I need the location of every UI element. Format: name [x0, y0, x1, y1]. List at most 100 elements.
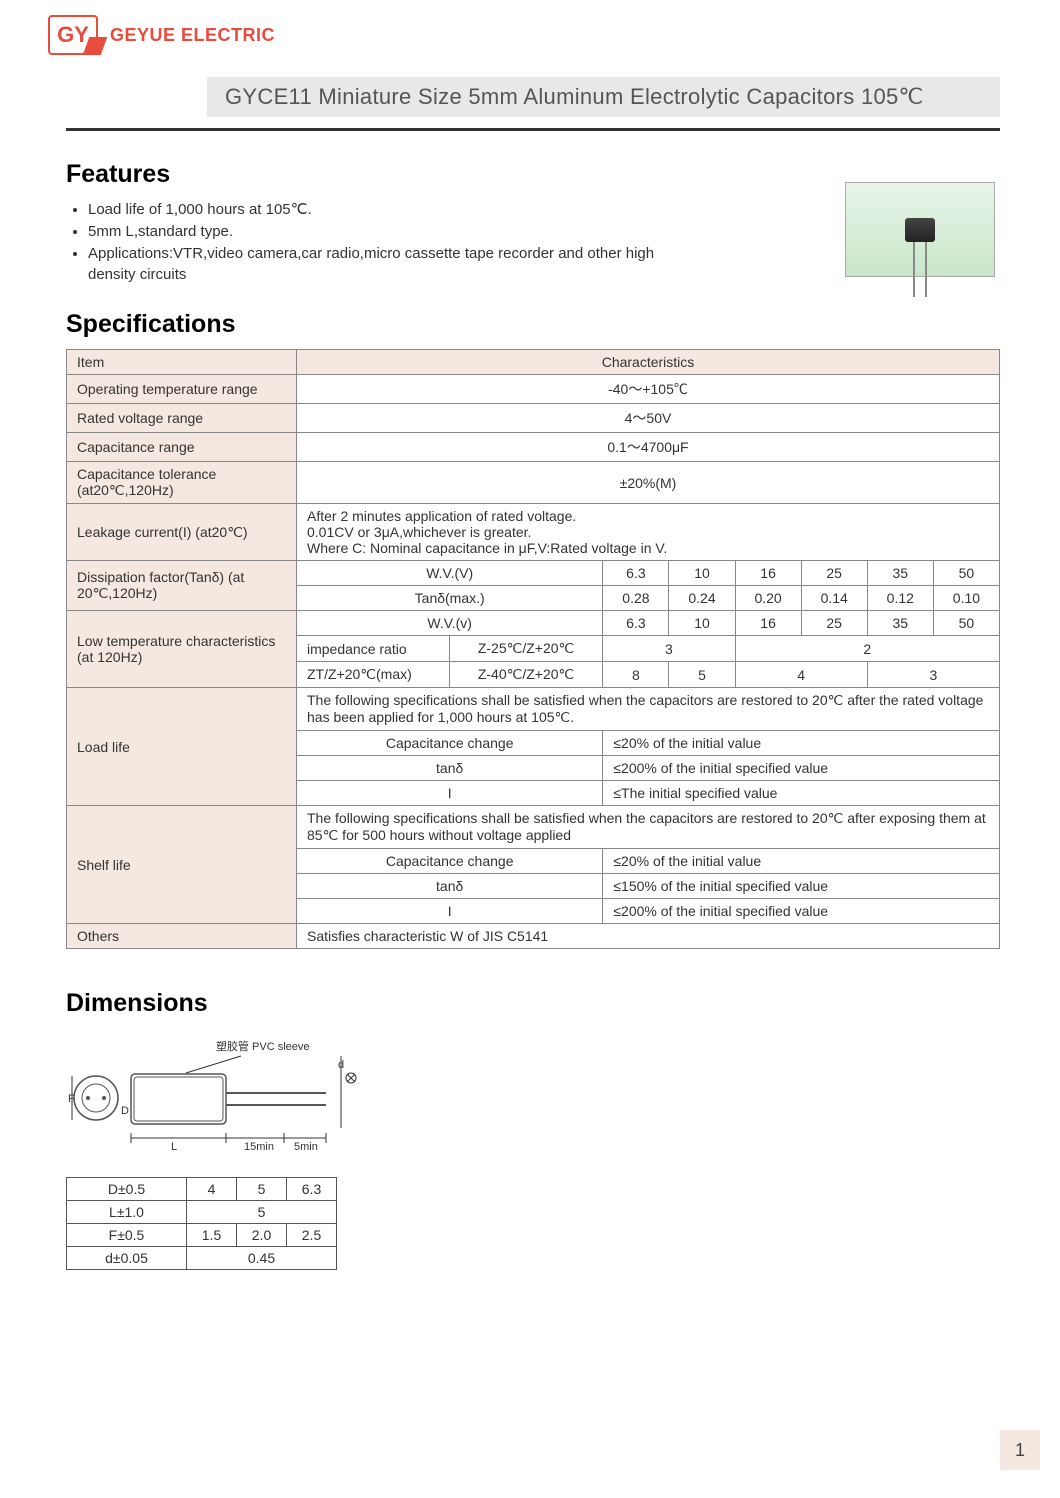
spec-value: ≤20% of the initial value — [603, 731, 1000, 756]
spec-sublabel: I — [297, 781, 603, 806]
spec-label: Capacitance range — [67, 433, 297, 462]
dim-cell: 0.45 — [187, 1247, 337, 1270]
spec-cell: 25 — [801, 611, 867, 636]
spec-label: Others — [67, 924, 297, 949]
spec-cell: 2 — [735, 636, 999, 662]
spec-cell: 16 — [735, 561, 801, 586]
features-heading: Features — [66, 160, 1000, 189]
spec-table: Item Characteristics Operating temperatu… — [66, 349, 1000, 949]
spec-value: After 2 minutes application of rated vol… — [297, 504, 1000, 561]
logo-badge: GY — [48, 15, 98, 55]
logo-badge-text: GY — [57, 22, 89, 48]
spec-sublabel: Capacitance change — [297, 849, 603, 874]
spec-cell: 3 — [603, 636, 735, 662]
spec-value: 4～50V — [297, 404, 1000, 433]
spec-label: Dissipation factor(Tanδ) (at 20℃,120Hz) — [67, 561, 297, 611]
page-number-text: 1 — [1015, 1440, 1025, 1461]
spec-cell: 50 — [933, 611, 999, 636]
spec-sublabel: Capacitance change — [297, 731, 603, 756]
dim-cell: 5 — [237, 1178, 287, 1201]
spec-cell: 35 — [867, 611, 933, 636]
feature-item: Load life of 1,000 hours at 105℃. — [88, 199, 686, 221]
spec-cell: 50 — [933, 561, 999, 586]
spec-cell: 10 — [669, 611, 735, 636]
dim-row-header: D±0.5 — [67, 1178, 187, 1201]
diagram-5min-label: 5min — [294, 1141, 318, 1153]
spec-value: Satisfies characteristic W of JIS C5141 — [297, 924, 1000, 949]
spec-cell: 0.10 — [933, 586, 999, 611]
spec-value: ≤The initial specified value — [603, 781, 1000, 806]
spec-cell: 0.12 — [867, 586, 933, 611]
spec-value: ±20%(M) — [297, 462, 1000, 504]
spec-sublabel: tanδ — [297, 756, 603, 781]
spec-sublabel: W.V.(v) — [297, 611, 603, 636]
spec-sublabel: tanδ — [297, 874, 603, 899]
dim-row-header: d±0.05 — [67, 1247, 187, 1270]
spec-label: Load life — [67, 688, 297, 806]
spec-cell: 0.14 — [801, 586, 867, 611]
divider — [66, 128, 1000, 131]
feature-item: 5mm L,standard type. — [88, 221, 686, 243]
spec-label: Operating temperature range — [67, 375, 297, 404]
spec-label: Leakage current(I) (at20℃) — [67, 504, 297, 561]
dim-cell: 1.5 — [187, 1224, 237, 1247]
spec-label: Shelf life — [67, 806, 297, 924]
dimensions-table: D±0.5 4 5 6.3 L±1.0 5 F±0.5 1.5 2.0 2.5 … — [66, 1177, 337, 1270]
dim-row-header: L±1.0 — [67, 1201, 187, 1224]
spec-value: ≤150% of the initial specified value — [603, 874, 1000, 899]
spec-cell: 4 — [735, 662, 867, 688]
spec-cell: 0.28 — [603, 586, 669, 611]
capacitor-diagram-icon: 塑胶管 PVC sleeve F D L 15min — [66, 1038, 386, 1158]
spec-header-char: Characteristics — [297, 350, 1000, 375]
spec-cell: 6.3 — [603, 561, 669, 586]
spec-value: 0.1～4700μF — [297, 433, 1000, 462]
spec-cell: 10 — [669, 561, 735, 586]
dim-row-header: F±0.5 — [67, 1224, 187, 1247]
feature-item: Applications:VTR,video camera,car radio,… — [88, 243, 686, 287]
spec-value: ≤200% of the initial specified value — [603, 756, 1000, 781]
spec-cell: 8 — [603, 662, 669, 688]
spec-cell: 6.3 — [603, 611, 669, 636]
dim-cell: 2.0 — [237, 1224, 287, 1247]
spec-note: The following specifications shall be sa… — [297, 806, 1000, 849]
spec-value: ≤200% of the initial specified value — [603, 899, 1000, 924]
page-title: GYCE11 Miniature Size 5mm Aluminum Elect… — [207, 77, 1000, 117]
spec-sublabel: ZT/Z+20℃(max) — [297, 662, 450, 688]
spec-cell: 25 — [801, 561, 867, 586]
spec-label: Capacitance tolerance (at20℃,120Hz) — [67, 462, 297, 504]
spec-value: -40～+105℃ — [297, 375, 1000, 404]
spec-sublabel: Z-25℃/Z+20℃ — [449, 636, 603, 662]
spec-header-item: Item — [67, 350, 297, 375]
content: Features Load life of 1,000 hours at 105… — [66, 160, 1000, 1270]
features-list: Load life of 1,000 hours at 105℃. 5mm L,… — [66, 199, 686, 286]
spec-cell: 16 — [735, 611, 801, 636]
spec-cell: 3 — [867, 662, 999, 688]
spec-sublabel: I — [297, 899, 603, 924]
company-name: GEYUE ELECTRIC — [110, 25, 275, 46]
spec-sublabel: Tanδ(max.) — [297, 586, 603, 611]
spec-cell: 35 — [867, 561, 933, 586]
page-title-text: GYCE11 Miniature Size 5mm Aluminum Elect… — [225, 84, 924, 110]
spec-value: ≤20% of the initial value — [603, 849, 1000, 874]
dim-cell: 2.5 — [287, 1224, 337, 1247]
spec-cell: 0.24 — [669, 586, 735, 611]
dim-cell: 4 — [187, 1178, 237, 1201]
spec-cell: 0.20 — [735, 586, 801, 611]
spec-label: Rated voltage range — [67, 404, 297, 433]
spec-note: The following specifications shall be sa… — [297, 688, 1000, 731]
diagram-d-label: D — [121, 1105, 129, 1117]
spec-cell: 5 — [669, 662, 735, 688]
diagram-15min-label: 15min — [244, 1141, 274, 1153]
logo: GY GEYUE ELECTRIC — [48, 15, 275, 55]
spec-label: Low temperature characteristics (at 120H… — [67, 611, 297, 688]
dimensions-diagram: 塑胶管 PVC sleeve F D L 15min — [66, 1038, 1000, 1163]
diagram-l-label: L — [171, 1141, 177, 1153]
spec-sublabel: impedance ratio — [297, 636, 450, 662]
diagram-sleeve-label: 塑胶管 PVC sleeve — [216, 1039, 310, 1053]
dim-cell: 6.3 — [287, 1178, 337, 1201]
spec-sublabel: W.V.(V) — [297, 561, 603, 586]
dim-cell: 5 — [187, 1201, 337, 1224]
page-number: 1 — [1000, 1430, 1040, 1470]
specifications-heading: Specifications — [66, 310, 1000, 339]
spec-sublabel: Z-40℃/Z+20℃ — [449, 662, 603, 688]
